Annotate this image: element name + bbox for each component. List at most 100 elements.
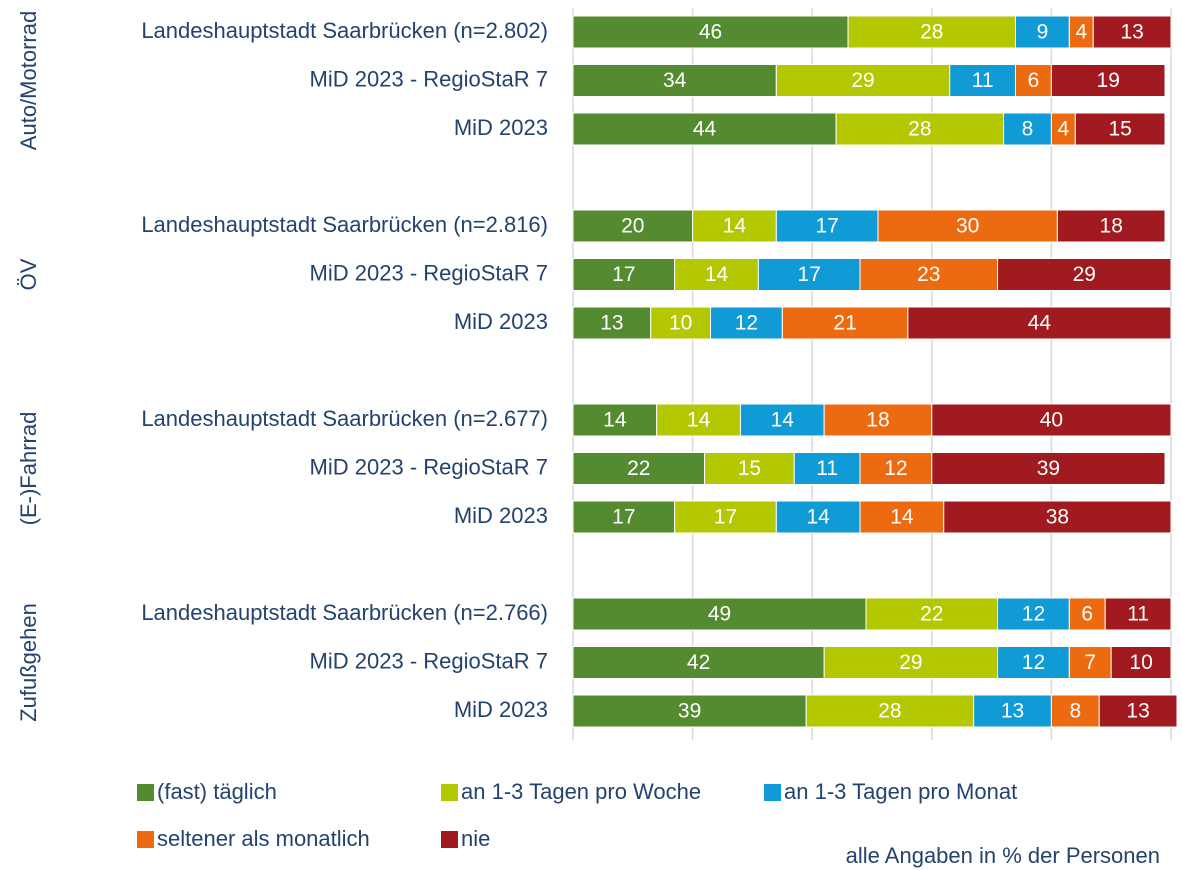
value-label: 14: [890, 506, 914, 529]
value-label: 14: [705, 263, 729, 286]
value-label: 38: [1046, 506, 1069, 529]
value-label: 12: [1022, 651, 1045, 674]
value-label: 11: [816, 457, 838, 480]
value-label: 22: [920, 603, 943, 626]
value-label: 23: [917, 263, 940, 286]
value-label: 28: [908, 118, 931, 141]
bar-segment: [674, 258, 759, 291]
bar-segment: [572, 15, 849, 49]
bar-segment: [1050, 694, 1100, 728]
category-label: MiD 2023 - RegioStaR 7: [310, 648, 548, 673]
bar-segment: [572, 403, 658, 437]
bar-segment: [943, 500, 1172, 534]
value-label: 21: [833, 312, 856, 335]
value-label: 40: [1040, 409, 1063, 432]
value-label: 29: [1073, 263, 1096, 286]
category-label: MiD 2023: [454, 115, 548, 140]
bar-segment: [997, 258, 1172, 291]
bar-segment: [865, 597, 999, 631]
legend-swatch: [764, 784, 781, 801]
bar-segment: [572, 597, 867, 631]
value-label: 28: [920, 21, 943, 44]
bar-segment: [775, 64, 951, 97]
value-label: 18: [866, 409, 889, 432]
bar-segment: [1068, 646, 1112, 679]
value-label: 15: [1108, 118, 1131, 141]
value-label: 12: [735, 312, 758, 335]
value-label: 13: [600, 312, 623, 335]
value-label: 49: [708, 603, 731, 626]
value-label: 4: [1058, 118, 1070, 141]
legend-swatch: [441, 784, 458, 801]
category-label: Landeshauptstadt Saarbrücken (n=2.802): [141, 18, 548, 43]
value-label: 17: [612, 263, 635, 286]
value-label: 13: [1001, 700, 1024, 723]
bar-segment: [931, 403, 1172, 437]
bar-segment: [1056, 209, 1166, 243]
category-label: Landeshauptstadt Saarbrücken (n=2.677): [141, 406, 548, 431]
value-label: 14: [807, 506, 831, 529]
value-label: 19: [1097, 69, 1120, 92]
value-label: 11: [972, 69, 994, 92]
value-label: 34: [663, 69, 687, 92]
category-label: MiD 2023: [454, 503, 548, 528]
value-label: 17: [714, 506, 737, 529]
value-label: 17: [798, 263, 821, 286]
value-label: 10: [1129, 651, 1152, 674]
value-label: 13: [1120, 21, 1143, 44]
value-label: 8: [1069, 700, 1081, 723]
value-label: 17: [612, 506, 635, 529]
group-label: (E-)Fahrrad: [16, 412, 41, 526]
category-label: MiD 2023: [454, 697, 548, 722]
value-label: 29: [851, 69, 874, 92]
bar-segment: [931, 452, 1166, 485]
value-label: 17: [815, 215, 838, 238]
bar-segment: [572, 64, 777, 97]
bar-segment: [823, 403, 933, 437]
value-label: 39: [678, 700, 701, 723]
bar-segment: [775, 209, 879, 243]
value-label: 9: [1037, 21, 1049, 44]
value-label: 8: [1022, 118, 1034, 141]
legend-label: (fast) täglich: [157, 779, 277, 804]
value-label: 6: [1028, 69, 1040, 92]
value-label: 6: [1081, 603, 1093, 626]
bar-segment: [859, 452, 933, 485]
value-label: 14: [771, 409, 795, 432]
note: alle Angaben in % der Personen: [846, 843, 1160, 868]
bar-segment: [1098, 694, 1178, 728]
bar-segment: [757, 258, 861, 291]
bar-segment: [949, 64, 1017, 97]
bar-segment: [805, 694, 975, 728]
category-label: MiD 2023 - RegioStaR 7: [310, 454, 548, 479]
bar-segment: [572, 306, 652, 340]
value-label: 42: [687, 651, 710, 674]
category-label: Landeshauptstadt Saarbrücken (n=2.816): [141, 212, 548, 237]
bar-segment: [572, 694, 807, 728]
bar-segment: [692, 209, 777, 243]
legend-label: nie: [461, 826, 490, 851]
value-label: 11: [1127, 603, 1149, 626]
bar-segment: [907, 306, 1172, 340]
bar-segment: [739, 403, 825, 437]
value-label: 14: [723, 215, 747, 238]
bar-segment: [656, 403, 741, 437]
group-label: Auto/Motorrad: [16, 11, 41, 150]
category-label: MiD 2023: [454, 309, 548, 334]
category-label: Landeshauptstadt Saarbrücken (n=2.766): [141, 600, 548, 625]
bar-segment: [1104, 597, 1172, 631]
value-label: 44: [1028, 312, 1052, 335]
category-label: MiD 2023 - RegioStaR 7: [310, 260, 548, 285]
bar-segment: [572, 209, 694, 243]
value-label: 12: [884, 457, 907, 480]
category-label: MiD 2023 - RegioStaR 7: [310, 66, 548, 91]
value-label: 4: [1075, 21, 1087, 44]
bar-segment: [781, 306, 909, 340]
legend-swatch: [441, 831, 458, 848]
bar-segment: [674, 500, 777, 534]
legend-label: seltener als monatlich: [157, 826, 370, 851]
bar-segment: [1074, 112, 1166, 146]
bar-segment: [710, 306, 783, 340]
legend-swatch: [137, 784, 154, 801]
